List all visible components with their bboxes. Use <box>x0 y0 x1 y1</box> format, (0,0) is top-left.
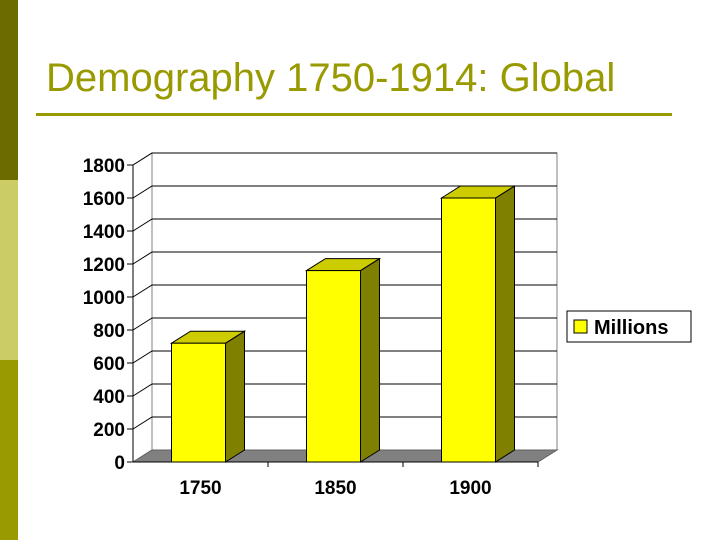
y-tick-label: 1600 <box>83 189 125 210</box>
bar-front-face <box>306 270 361 463</box>
y-tick-label: 1200 <box>83 255 125 276</box>
gridline <box>132 251 557 265</box>
gridline <box>132 185 557 199</box>
chart-side-wall <box>132 152 153 463</box>
gridline <box>132 152 557 166</box>
y-tick-label: 600 <box>93 354 125 375</box>
legend-box <box>566 310 692 343</box>
bar-side-face <box>495 185 515 463</box>
gridline <box>132 383 557 397</box>
side-accent-bar-bottom <box>0 360 18 540</box>
gridline <box>132 218 557 232</box>
x-tick-label: 1750 <box>179 478 221 499</box>
bar-1750 <box>169 330 247 463</box>
title-underline <box>36 113 672 116</box>
y-tick-label: 400 <box>93 387 125 408</box>
y-tick-label: 1800 <box>83 156 125 177</box>
gridline <box>132 416 557 430</box>
y-tick-label: 1400 <box>83 222 125 243</box>
bar-side-face <box>360 257 380 463</box>
x-tick-label: 1900 <box>449 478 491 499</box>
legend-label: Millions <box>594 317 668 339</box>
legend: Millions <box>566 310 692 343</box>
bar-1850 <box>304 257 382 463</box>
gridline <box>132 284 557 298</box>
side-accent-bar-middle <box>0 180 18 360</box>
x-tick-label: 1850 <box>314 478 356 499</box>
y-tick-label: 200 <box>93 420 125 441</box>
side-accent-bar-top <box>0 0 18 180</box>
y-tick-label: 0 <box>114 453 125 474</box>
bar-1900 <box>439 185 517 463</box>
bar-side-face <box>225 330 245 463</box>
y-tick-label: 1000 <box>83 288 125 309</box>
bar-front-face <box>171 342 226 463</box>
y-tick-label: 800 <box>93 321 125 342</box>
legend-swatch <box>573 319 588 334</box>
slide-title: Demography 1750-1914: Global <box>46 56 616 100</box>
gridline <box>132 317 557 331</box>
gridline <box>132 350 557 364</box>
bar-front-face <box>441 197 496 463</box>
